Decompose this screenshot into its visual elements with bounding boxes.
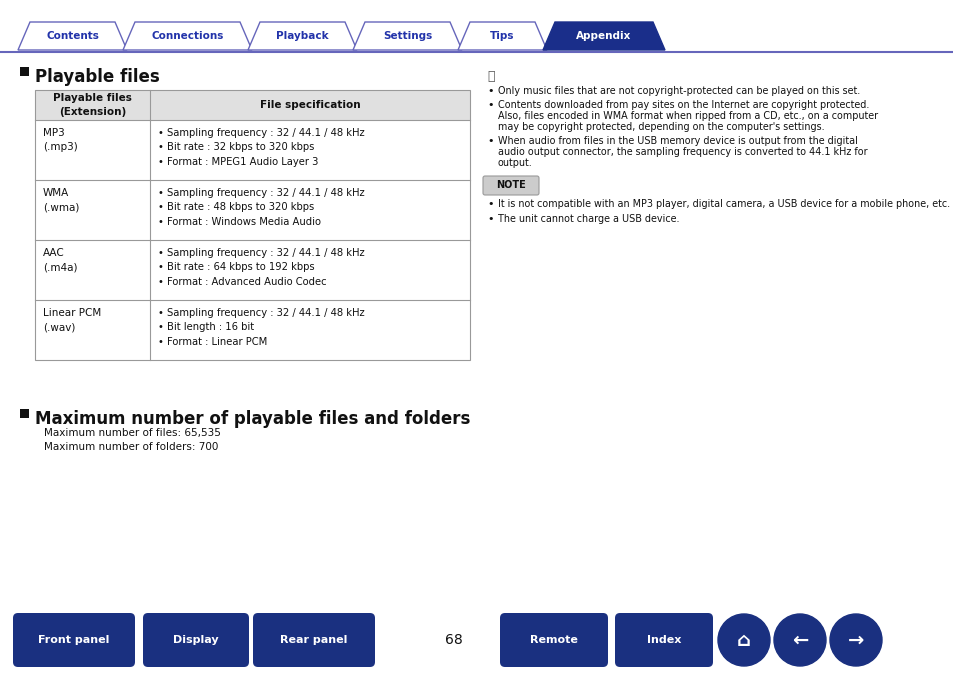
Text: The unit cannot charge a USB device.: The unit cannot charge a USB device. bbox=[497, 214, 679, 224]
Polygon shape bbox=[18, 22, 127, 50]
Polygon shape bbox=[353, 22, 461, 50]
Text: •: • bbox=[486, 199, 493, 209]
Text: File specification: File specification bbox=[259, 100, 360, 110]
Bar bbox=[20, 67, 29, 76]
Text: Also, files encoded in WMA format when ripped from a CD, etc., on a computer: Also, files encoded in WMA format when r… bbox=[497, 111, 877, 121]
Text: Maximum number of folders: 700: Maximum number of folders: 700 bbox=[44, 442, 218, 452]
Text: • Sampling frequency : 32 / 44.1 / 48 kHz
• Bit length : 16 bit
• Format : Linea: • Sampling frequency : 32 / 44.1 / 48 kH… bbox=[158, 308, 364, 347]
FancyBboxPatch shape bbox=[615, 613, 712, 667]
FancyBboxPatch shape bbox=[143, 613, 249, 667]
Text: Index: Index bbox=[646, 635, 680, 645]
Text: •: • bbox=[486, 100, 493, 110]
Text: Maximum number of files: 65,535: Maximum number of files: 65,535 bbox=[44, 428, 221, 438]
Text: • Sampling frequency : 32 / 44.1 / 48 kHz
• Bit rate : 64 kbps to 192 kbps
• For: • Sampling frequency : 32 / 44.1 / 48 kH… bbox=[158, 248, 364, 287]
Text: NOTE: NOTE bbox=[496, 180, 525, 190]
Text: Playable files: Playable files bbox=[35, 68, 159, 86]
Bar bbox=[20, 409, 29, 418]
Text: may be copyright protected, depending on the computer's settings.: may be copyright protected, depending on… bbox=[497, 122, 823, 132]
Bar bbox=[35, 120, 470, 180]
FancyBboxPatch shape bbox=[13, 613, 135, 667]
Text: Contents downloaded from pay sites on the Internet are copyright protected.: Contents downloaded from pay sites on th… bbox=[497, 100, 868, 110]
Bar bbox=[35, 300, 470, 360]
Circle shape bbox=[829, 614, 882, 666]
Text: WMA
(.wma): WMA (.wma) bbox=[43, 188, 79, 212]
Text: Tips: Tips bbox=[490, 31, 515, 41]
Text: Remote: Remote bbox=[530, 635, 578, 645]
Text: ⌂: ⌂ bbox=[737, 631, 750, 649]
Polygon shape bbox=[457, 22, 546, 50]
Bar bbox=[35, 90, 470, 360]
Text: Playable files
(Extension): Playable files (Extension) bbox=[53, 94, 132, 116]
Text: •: • bbox=[486, 136, 493, 146]
Polygon shape bbox=[123, 22, 252, 50]
FancyBboxPatch shape bbox=[253, 613, 375, 667]
Circle shape bbox=[718, 614, 769, 666]
Bar bbox=[35, 90, 470, 120]
Text: Maximum number of playable files and folders: Maximum number of playable files and fol… bbox=[35, 410, 470, 428]
Text: When audio from files in the USB memory device is output from the digital: When audio from files in the USB memory … bbox=[497, 136, 857, 146]
Text: Rear panel: Rear panel bbox=[280, 635, 347, 645]
Text: 🖉: 🖉 bbox=[486, 70, 494, 83]
Text: Display: Display bbox=[173, 635, 218, 645]
Text: Linear PCM
(.wav): Linear PCM (.wav) bbox=[43, 308, 101, 332]
FancyBboxPatch shape bbox=[482, 176, 538, 195]
Text: • Sampling frequency : 32 / 44.1 / 48 kHz
• Bit rate : 48 kbps to 320 kbps
• For: • Sampling frequency : 32 / 44.1 / 48 kH… bbox=[158, 188, 364, 227]
Bar bbox=[35, 180, 470, 240]
FancyBboxPatch shape bbox=[499, 613, 607, 667]
Polygon shape bbox=[248, 22, 356, 50]
Text: 68: 68 bbox=[445, 633, 462, 647]
Circle shape bbox=[773, 614, 825, 666]
Text: It is not compatible with an MP3 player, digital camera, a USB device for a mobi: It is not compatible with an MP3 player,… bbox=[497, 199, 949, 209]
Text: Appendix: Appendix bbox=[576, 31, 631, 41]
Text: •: • bbox=[486, 214, 493, 224]
Text: Playback: Playback bbox=[276, 31, 329, 41]
Polygon shape bbox=[542, 22, 664, 50]
Text: Connections: Connections bbox=[152, 31, 223, 41]
Text: AAC
(.m4a): AAC (.m4a) bbox=[43, 248, 77, 272]
Text: →: → bbox=[847, 631, 863, 649]
Text: • Sampling frequency : 32 / 44.1 / 48 kHz
• Bit rate : 32 kbps to 320 kbps
• For: • Sampling frequency : 32 / 44.1 / 48 kH… bbox=[158, 128, 364, 167]
Text: •: • bbox=[486, 86, 493, 96]
Text: audio output connector, the sampling frequency is converted to 44.1 kHz for: audio output connector, the sampling fre… bbox=[497, 147, 866, 157]
Text: Only music files that are not copyright-protected can be played on this set.: Only music files that are not copyright-… bbox=[497, 86, 860, 96]
Text: output.: output. bbox=[497, 158, 532, 168]
Bar bbox=[35, 240, 470, 300]
Text: Contents: Contents bbox=[46, 31, 99, 41]
Text: ←: ← bbox=[791, 631, 807, 649]
Text: MP3
(.mp3): MP3 (.mp3) bbox=[43, 128, 77, 152]
Text: Settings: Settings bbox=[382, 31, 432, 41]
Text: Front panel: Front panel bbox=[38, 635, 110, 645]
